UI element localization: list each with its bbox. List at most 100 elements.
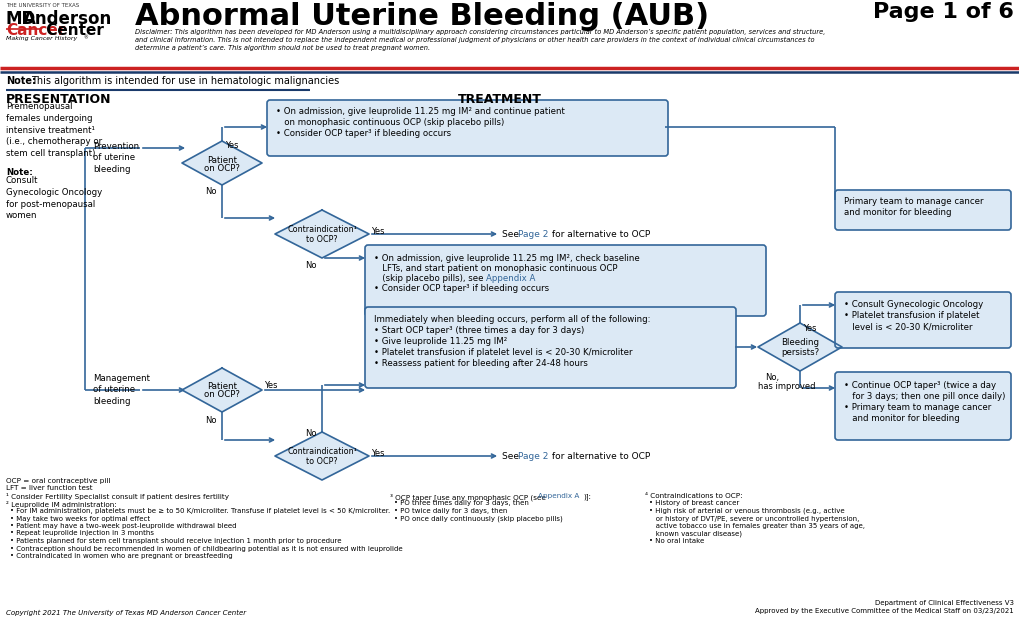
Text: • Reassess patient for bleeding after 24-48 hours: • Reassess patient for bleeding after 24… xyxy=(374,359,587,368)
Text: This algorithm is intended for use in hematologic malignancies: This algorithm is intended for use in he… xyxy=(31,76,339,86)
Text: on monophasic continuous OCP (skip placebo pills): on monophasic continuous OCP (skip place… xyxy=(276,118,503,127)
FancyBboxPatch shape xyxy=(835,372,1010,440)
Text: Cancer: Cancer xyxy=(6,23,65,38)
Text: • Consider OCP taper³ if bleeding occurs: • Consider OCP taper³ if bleeding occurs xyxy=(276,129,450,138)
Text: • PO once daily continuously (skip placebo pills): • PO once daily continuously (skip place… xyxy=(393,516,562,522)
Text: No: No xyxy=(205,187,216,196)
FancyBboxPatch shape xyxy=(835,190,1010,230)
Text: • Continue OCP taper³ (twice a day: • Continue OCP taper³ (twice a day xyxy=(843,381,996,390)
Polygon shape xyxy=(275,210,369,258)
Text: • High risk of arterial or venous thrombosis (e.g., active: • High risk of arterial or venous thromb… xyxy=(648,508,844,514)
Text: Page 1 of 6: Page 1 of 6 xyxy=(872,2,1013,22)
Text: Contraindication¹: Contraindication¹ xyxy=(286,225,357,234)
Text: • Primary team to manage cancer: • Primary team to manage cancer xyxy=(843,403,990,412)
Text: No: No xyxy=(205,416,216,425)
Text: Anderson: Anderson xyxy=(23,10,112,28)
Text: Abnormal Uterine Bleeding (AUB): Abnormal Uterine Bleeding (AUB) xyxy=(135,2,708,31)
Text: Department of Clinical Effectiveness V3: Department of Clinical Effectiveness V3 xyxy=(874,600,1013,606)
Text: MD: MD xyxy=(6,10,37,28)
Text: Center: Center xyxy=(41,23,104,38)
Text: Consult
Gynecologic Oncology
for post-menopausal
women: Consult Gynecologic Oncology for post-me… xyxy=(6,176,102,220)
Text: Contraindication¹: Contraindication¹ xyxy=(286,447,357,456)
Text: Yes: Yes xyxy=(371,227,384,236)
Text: Page 2: Page 2 xyxy=(518,230,548,239)
Text: • Contraception should be recommended in women of childbearing potential as it i: • Contraception should be recommended in… xyxy=(10,545,403,552)
Text: No: No xyxy=(305,261,316,270)
FancyBboxPatch shape xyxy=(365,245,765,316)
Text: See: See xyxy=(501,230,522,239)
Text: OCP = oral contraceptive pill: OCP = oral contraceptive pill xyxy=(6,478,110,484)
Text: • For IM administration, platelets must be ≥ to 50 K/microliter. Transfuse if pl: • For IM administration, platelets must … xyxy=(10,508,390,514)
Polygon shape xyxy=(757,323,841,371)
Text: • On admission, give leuprolide 11.25 mg IM², check baseline: • On admission, give leuprolide 11.25 mg… xyxy=(374,254,639,263)
Polygon shape xyxy=(181,368,262,412)
Text: PRESENTATION: PRESENTATION xyxy=(6,93,111,106)
Text: TREATMENT: TREATMENT xyxy=(458,93,541,106)
Text: • On admission, give leuprolide 11.25 mg IM² and continue patient: • On admission, give leuprolide 11.25 mg… xyxy=(276,107,565,116)
FancyBboxPatch shape xyxy=(365,307,736,388)
Text: • Start OCP taper³ (three times a day for 3 days): • Start OCP taper³ (three times a day fo… xyxy=(374,326,584,335)
Polygon shape xyxy=(275,432,369,480)
Text: Note:: Note: xyxy=(6,168,33,177)
Text: • PO twice daily for 3 days, then: • PO twice daily for 3 days, then xyxy=(393,508,506,514)
Text: (skip placebo pills), see: (skip placebo pills), see xyxy=(374,274,486,283)
Text: Yes: Yes xyxy=(371,449,384,458)
Text: to OCP?: to OCP? xyxy=(306,457,337,466)
Text: • No oral intake: • No oral intake xyxy=(648,538,703,544)
Text: Yes: Yes xyxy=(225,141,238,150)
Text: ⁴ Contraindications to OCP:: ⁴ Contraindications to OCP: xyxy=(644,493,742,499)
Text: LFT = liver function test: LFT = liver function test xyxy=(6,485,93,491)
Text: or history of DVT/PE, severe or uncontrolled hypertension,: or history of DVT/PE, severe or uncontro… xyxy=(648,516,859,521)
Text: No: No xyxy=(305,429,316,438)
Text: has improved: has improved xyxy=(757,382,815,391)
Text: • Patient may have a two-week post-leuprolide withdrawal bleed: • Patient may have a two-week post-leupr… xyxy=(10,523,236,529)
Text: Yes: Yes xyxy=(264,381,277,390)
Text: Disclaimer: This algorithm has been developed for MD Anderson using a multidisci: Disclaimer: This algorithm has been deve… xyxy=(135,29,824,51)
Text: ³ OCP taper [use any monophasic OCP (see: ³ OCP taper [use any monophasic OCP (see xyxy=(389,493,548,501)
Text: Yes: Yes xyxy=(802,324,815,333)
Text: LFTs, and start patient on monophasic continuous OCP: LFTs, and start patient on monophasic co… xyxy=(374,264,616,273)
Text: ² Leuprolide IM administration:: ² Leuprolide IM administration: xyxy=(6,501,116,508)
Text: • Contraindicated in women who are pregnant or breastfeeding: • Contraindicated in women who are pregn… xyxy=(10,553,232,559)
Text: • Consider OCP taper³ if bleeding occurs: • Consider OCP taper³ if bleeding occurs xyxy=(374,284,548,293)
Text: • Patients planned for stem cell transplant should receive injection 1 month pri: • Patients planned for stem cell transpl… xyxy=(10,538,341,544)
Text: persists?: persists? xyxy=(781,348,818,357)
Text: • History of breast cancer: • History of breast cancer xyxy=(648,501,739,506)
Text: for alternative to OCP: for alternative to OCP xyxy=(548,452,650,461)
Text: Immediately when bleeding occurs, perform all of the following:: Immediately when bleeding occurs, perfor… xyxy=(374,315,650,324)
Text: Patient: Patient xyxy=(207,156,236,165)
Text: Patient: Patient xyxy=(207,382,236,391)
Text: No,: No, xyxy=(764,373,779,382)
FancyBboxPatch shape xyxy=(835,292,1010,348)
Text: on OCP?: on OCP? xyxy=(204,390,239,399)
Text: Appendix A: Appendix A xyxy=(537,493,579,499)
Polygon shape xyxy=(181,141,262,185)
Text: • PO three times daily for 3 days, then: • PO three times daily for 3 days, then xyxy=(393,501,529,506)
Text: Making Cancer History: Making Cancer History xyxy=(6,36,77,41)
Text: level is < 20-30 K/microliter: level is < 20-30 K/microliter xyxy=(843,322,971,331)
FancyBboxPatch shape xyxy=(267,100,667,156)
Text: Note:: Note: xyxy=(6,76,36,86)
Text: Appendix A: Appendix A xyxy=(485,274,535,283)
Text: to OCP?: to OCP? xyxy=(306,235,337,244)
Text: Approved by the Executive Committee of the Medical Staff on 03/23/2021: Approved by the Executive Committee of t… xyxy=(754,608,1013,614)
Text: and monitor for bleeding: and monitor for bleeding xyxy=(843,208,951,217)
Text: Premenopausal
females undergoing
intensive treatment¹
(i.e., chemotherapy or
ste: Premenopausal females undergoing intensi… xyxy=(6,102,102,158)
Text: for alternative to OCP: for alternative to OCP xyxy=(548,230,650,239)
Text: THE UNIVERSITY OF TEXAS: THE UNIVERSITY OF TEXAS xyxy=(6,3,79,8)
Text: • Give leuprolide 11.25 mg IM²: • Give leuprolide 11.25 mg IM² xyxy=(374,337,506,346)
Text: ¹ Consider Fertility Specialist consult if patient desires fertility: ¹ Consider Fertility Specialist consult … xyxy=(6,493,229,500)
Text: Bleeding: Bleeding xyxy=(781,338,818,347)
Text: ®: ® xyxy=(83,35,88,40)
Text: known vascular disease): known vascular disease) xyxy=(648,530,741,537)
Text: Page 2: Page 2 xyxy=(518,452,548,461)
Text: for 3 days; then one pill once daily): for 3 days; then one pill once daily) xyxy=(843,392,1005,401)
Text: • May take two weeks for optimal effect: • May take two weeks for optimal effect xyxy=(10,516,150,521)
Text: • Repeat leuprolide injection in 3 months: • Repeat leuprolide injection in 3 month… xyxy=(10,530,154,537)
Text: • Platelet transfusion if platelet: • Platelet transfusion if platelet xyxy=(843,311,978,320)
Text: Primary team to manage cancer: Primary team to manage cancer xyxy=(843,197,982,206)
Text: Prevention
of uterine
bleeding: Prevention of uterine bleeding xyxy=(93,142,139,174)
Text: • Platelet transfusion if platelet level is < 20-30 K/microliter: • Platelet transfusion if platelet level… xyxy=(374,348,632,357)
Text: Copyright 2021 The University of Texas MD Anderson Cancer Center: Copyright 2021 The University of Texas M… xyxy=(6,610,246,616)
Text: Management
of uterine
bleeding: Management of uterine bleeding xyxy=(93,374,150,406)
